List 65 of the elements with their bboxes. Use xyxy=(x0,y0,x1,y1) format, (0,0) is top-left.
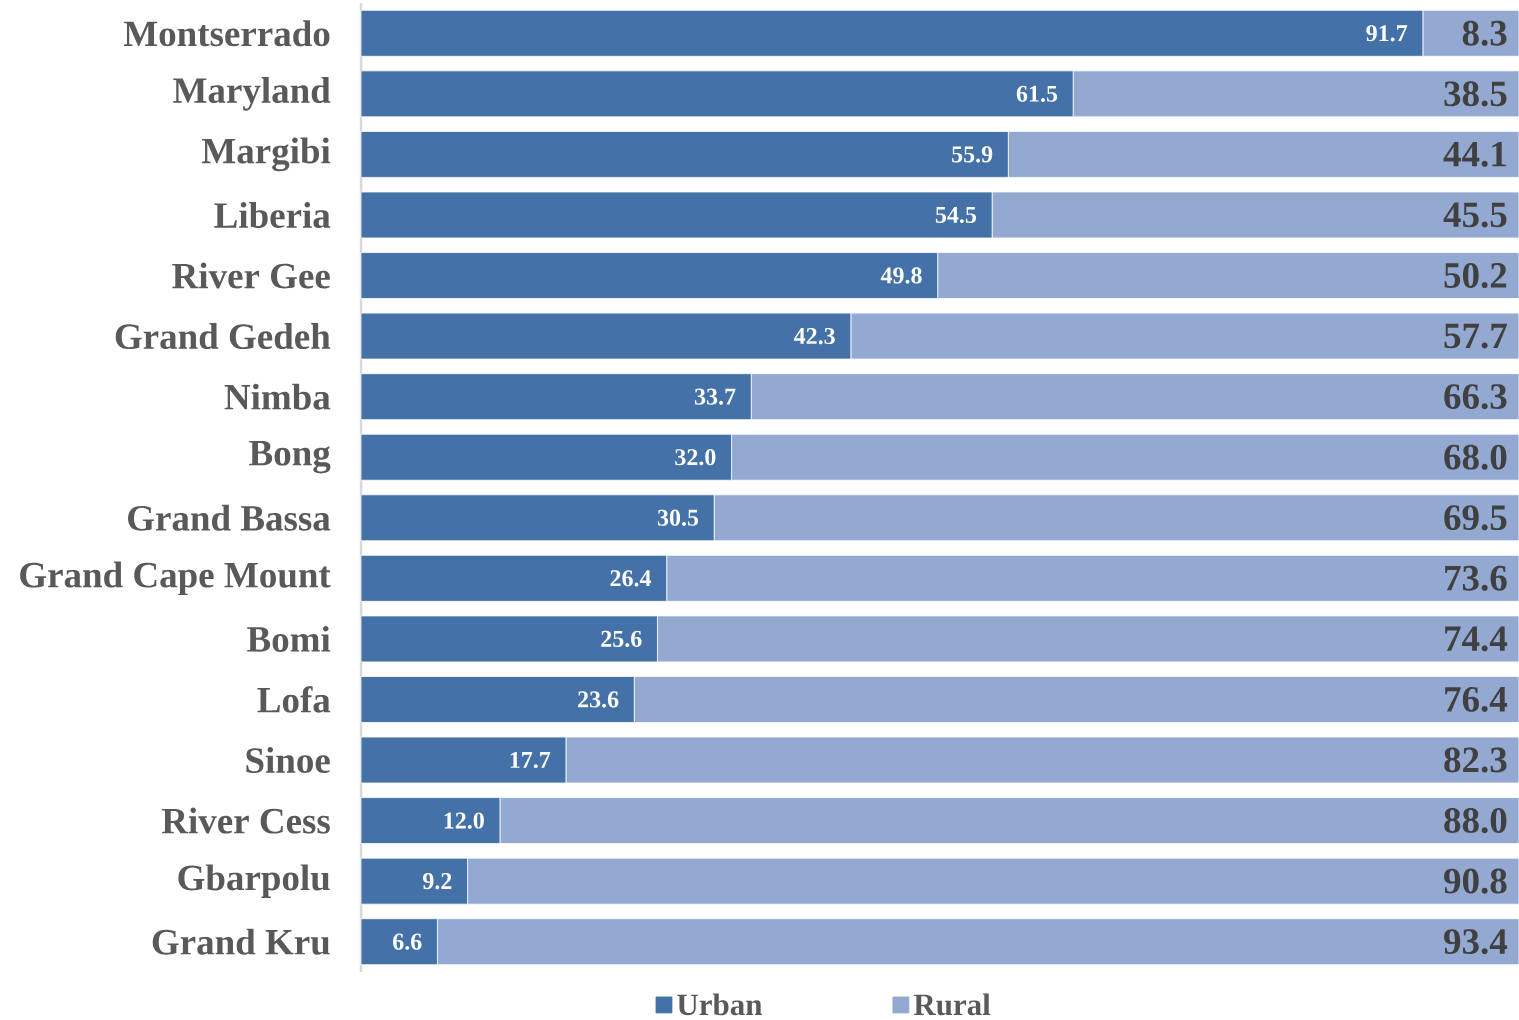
data-label: 57.7 xyxy=(1444,323,1507,349)
data-label: 82.3 xyxy=(1444,747,1507,773)
y-tick-label: Grand Cape Mount xyxy=(20,561,331,596)
data-label: 91.7 xyxy=(1366,25,1408,42)
bar xyxy=(750,373,1519,421)
y-tick-label: Sinoe xyxy=(246,747,330,774)
bar xyxy=(991,191,1519,239)
data-label: 76.4 xyxy=(1445,686,1508,712)
data-label: 45.5 xyxy=(1443,202,1507,228)
data-label: 12.0 xyxy=(444,812,484,829)
y-tick-label: Liberia xyxy=(214,201,331,228)
data-label: 42.3 xyxy=(793,327,835,345)
y-tick-label: River Cess xyxy=(161,807,330,834)
bar xyxy=(937,252,1519,299)
data-label: 74.4 xyxy=(1445,626,1508,652)
y-tick-label: Nimba xyxy=(224,383,331,410)
y-tick-label: Grand Gedeh xyxy=(115,323,331,350)
bar xyxy=(731,433,1519,481)
bar xyxy=(467,857,1519,905)
data-label: 32.0 xyxy=(675,449,716,466)
legend-label: Urban xyxy=(677,993,763,1016)
bar xyxy=(1072,70,1519,118)
y-tick-label: Grand Bassa xyxy=(128,504,331,531)
bar xyxy=(666,554,1519,602)
y-tick-label: Montserrado xyxy=(123,20,330,47)
data-label: 88.0 xyxy=(1444,808,1507,834)
legend-label: Rural xyxy=(913,993,991,1016)
data-label: 17.7 xyxy=(510,751,551,769)
y-tick-label: River Gee xyxy=(172,262,330,289)
data-label: 93.4 xyxy=(1444,929,1508,955)
data-label: 26.4 xyxy=(610,570,652,587)
data-label: 66.3 xyxy=(1444,384,1507,410)
bar xyxy=(850,312,1519,360)
data-label: 50.2 xyxy=(1444,262,1507,289)
bar xyxy=(1007,131,1519,178)
y-tick-label: Margibi xyxy=(201,137,331,172)
data-label: 30.5 xyxy=(657,509,699,526)
data-label: 90.8 xyxy=(1444,868,1507,894)
bar xyxy=(565,736,1519,784)
data-label: 6.6 xyxy=(393,933,422,950)
data-label: 68.0 xyxy=(1444,444,1507,470)
data-label: 44.1 xyxy=(1443,141,1506,167)
bar xyxy=(437,918,1519,966)
y-tick-label: Bong xyxy=(249,441,331,474)
y-tick-label: Bomi xyxy=(247,625,331,652)
data-label: 8.3 xyxy=(1462,20,1507,46)
data-label: 54.5 xyxy=(935,206,977,224)
y-tick-label: Grand Kru xyxy=(152,928,330,955)
y-tick-label: Lofa xyxy=(257,686,331,713)
data-label: 38.5 xyxy=(1444,81,1507,107)
bar xyxy=(657,615,1519,663)
data-label: 55.9 xyxy=(952,146,993,163)
bar xyxy=(499,797,1519,844)
data-label: 73.6 xyxy=(1445,565,1507,591)
bar xyxy=(713,494,1519,542)
data-label: 33.7 xyxy=(694,388,736,405)
data-label: 25.6 xyxy=(601,630,642,648)
data-label: 61.5 xyxy=(1016,85,1058,102)
y-tick-label: Maryland xyxy=(173,77,331,111)
data-label: 9.2 xyxy=(423,873,452,890)
data-label: 69.5 xyxy=(1444,505,1507,531)
data-label: 23.6 xyxy=(578,691,619,708)
bar xyxy=(633,676,1519,723)
data-label: 49.8 xyxy=(880,267,922,284)
y-tick-label: Gbarpolu xyxy=(178,864,330,898)
